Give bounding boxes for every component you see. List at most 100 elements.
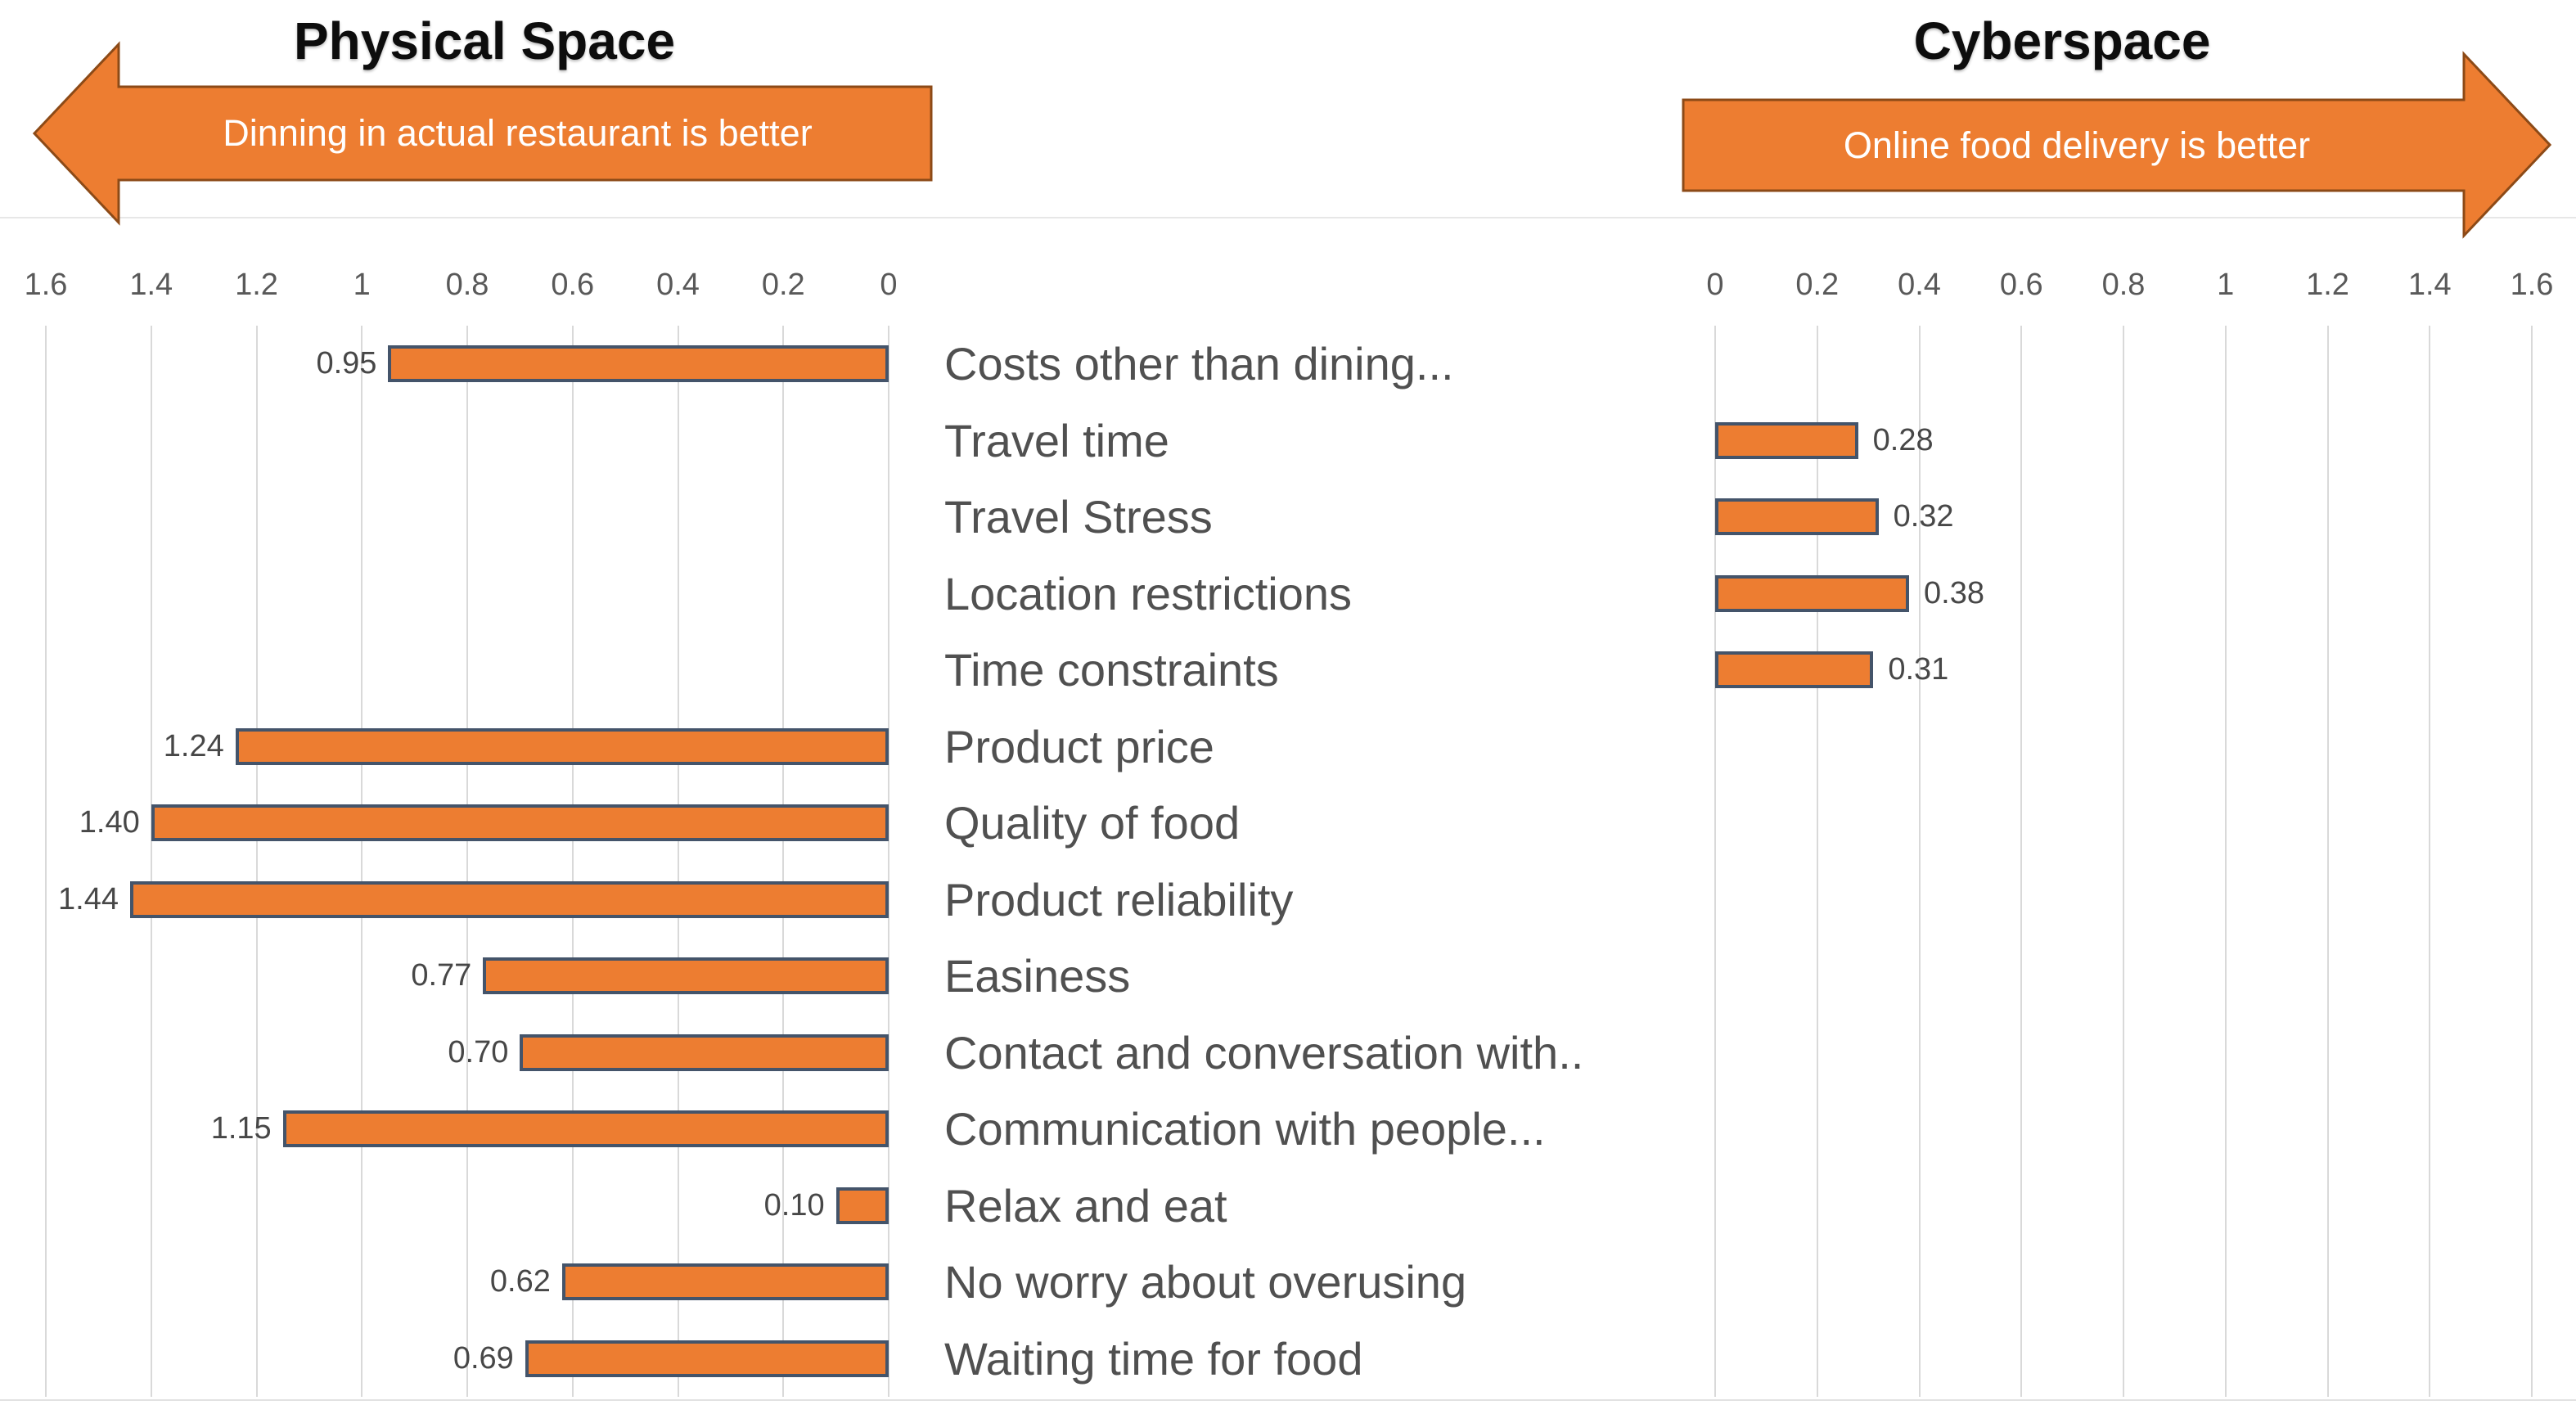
right-chart-title: Cyberspace [1913,11,2211,70]
gridline [1918,326,1921,1397]
bar-value-label: 1.40 [79,805,140,840]
gridline [361,326,363,1397]
axis-tick-label: 0.2 [1795,268,1840,302]
gridline [255,326,258,1397]
axis-tick-label: 1.6 [2510,268,2554,302]
right-arrow-label: Online food delivery is better [1843,124,2311,166]
bar-row: 0.10 [46,1168,889,1245]
bar-row: 0.70 [46,1015,889,1092]
gridline [1816,326,1818,1397]
axis-tick-label: 1.2 [235,268,278,302]
bar-row: 1.40 [46,785,889,862]
left-chart-title: Physical Space [293,11,676,70]
left-arrow-label: Dinning in actual restaurant is better [223,112,813,154]
bar-physical-space [561,1263,889,1301]
bar-value-label: 0.31 [1888,652,1949,687]
category-label: Travel Stress [944,491,1213,543]
gridline [466,326,468,1397]
bar-cyberspace [1715,498,1879,536]
bar-value-label: 0.77 [411,958,472,993]
category-label: Relax and eat [944,1179,1227,1232]
bar-physical-space [388,345,889,383]
bar-row: 0.77 [46,938,889,1015]
category-label: Waiting time for food [944,1332,1363,1385]
right-plot-area: 0.28 0.32 0.38 0.31 [1714,326,2533,1397]
gridline [2224,326,2227,1397]
gridline [150,326,152,1397]
bar-value-label: 1.24 [163,728,224,763]
gridline [782,326,785,1397]
axis-tick-label: 1 [2217,268,2235,302]
axis-tick-label: 0.6 [551,268,595,302]
left-plot-area: 0.95 1.24 1.40 1.44 0.77 0.70 1.15 0.10 0.62 0.69 [45,326,889,1397]
left-direction-arrow: Dinning in actual restaurant is better [33,41,933,226]
gridline [2429,326,2431,1397]
bar-value-label: 0.62 [489,1264,551,1299]
bar-value-label: 0.69 [453,1340,514,1376]
bar-value-label: 0.10 [763,1187,825,1223]
category-label: Costs other than dining... [944,338,1454,390]
gridline [2020,326,2023,1397]
bar-cyberspace [1715,421,1858,459]
bar-cyberspace [1715,651,1874,689]
axis-tick-label: 0 [1706,268,1724,302]
gridline [2531,326,2533,1397]
bar-row: 0.69 [46,1320,889,1397]
axis-tick-label: 1.6 [24,268,68,302]
bar-physical-space [525,1340,889,1377]
category-label: Easiness [944,950,1131,1002]
gridline [571,326,574,1397]
gridline [888,326,889,1397]
axis-tick-label: 0.4 [1898,268,1941,302]
axis-tick-label: 1 [353,268,371,302]
plot-bottom-line [0,1399,2576,1401]
bar-value-label: 0.38 [1924,575,1984,610]
bar-row: 1.24 [46,709,889,786]
bar-value-label: 0.32 [1893,499,1954,534]
header-divider-line [0,217,2576,218]
bar-value-label: 0.95 [316,346,377,381]
axis-tick-label: 0.4 [656,268,700,302]
axis-tick-label: 0.2 [761,268,805,302]
category-label: Quality of food [944,797,1241,849]
bar-physical-space [835,1187,889,1224]
category-label: Location restrictions [944,567,1353,619]
category-label: Product price [944,720,1214,772]
bar-physical-space [151,804,889,842]
bar-physical-space [483,957,889,995]
bar-value-label: 1.44 [58,881,119,916]
bar-row: 1.15 [46,1091,889,1168]
bar-value-label: 0.70 [448,1034,509,1070]
category-label: No worry about overusing [944,1256,1467,1308]
bar-row: 0.62 [46,1244,889,1321]
right-arrow-shape [1682,51,2551,239]
bar-row: 0.31 [1715,632,2532,709]
gridline [2326,326,2329,1397]
category-label: Time constraints [944,644,1279,696]
gridline [2123,326,2124,1397]
axis-tick-label: 1.4 [2407,268,2452,302]
bar-physical-space [235,727,889,765]
bar-row: 0.28 [1715,403,2532,480]
axis-tick-label: 1.4 [129,268,173,302]
category-label: Contact and conversation with.. [944,1026,1584,1079]
axis-tick-label: 0.8 [445,268,489,302]
category-label: Communication with people... [944,1103,1546,1155]
category-label: Product reliability [944,873,1294,925]
bar-value-label: 1.15 [210,1111,272,1146]
bar-row: 0.38 [1715,556,2532,633]
axis-tick-label: 0.6 [1999,268,2043,302]
bar-physical-space [520,1033,889,1071]
right-direction-arrow: Online food delivery is better [1682,51,2551,239]
bar-row: 0.32 [1715,479,2532,556]
axis-tick-label: 0 [880,268,898,302]
left-axis-tick-labels: 1.6 1.4 1.2 1 0.8 0.6 0.4 0.2 0 [25,263,898,306]
gridline [1714,326,1716,1397]
bar-row: 0.95 [46,326,889,403]
bar-row: 1.44 [46,862,889,939]
bar-value-label: 0.28 [1872,422,1934,457]
left-arrow-shape [33,41,933,226]
gridline [677,326,679,1397]
bar-physical-space [130,880,889,918]
